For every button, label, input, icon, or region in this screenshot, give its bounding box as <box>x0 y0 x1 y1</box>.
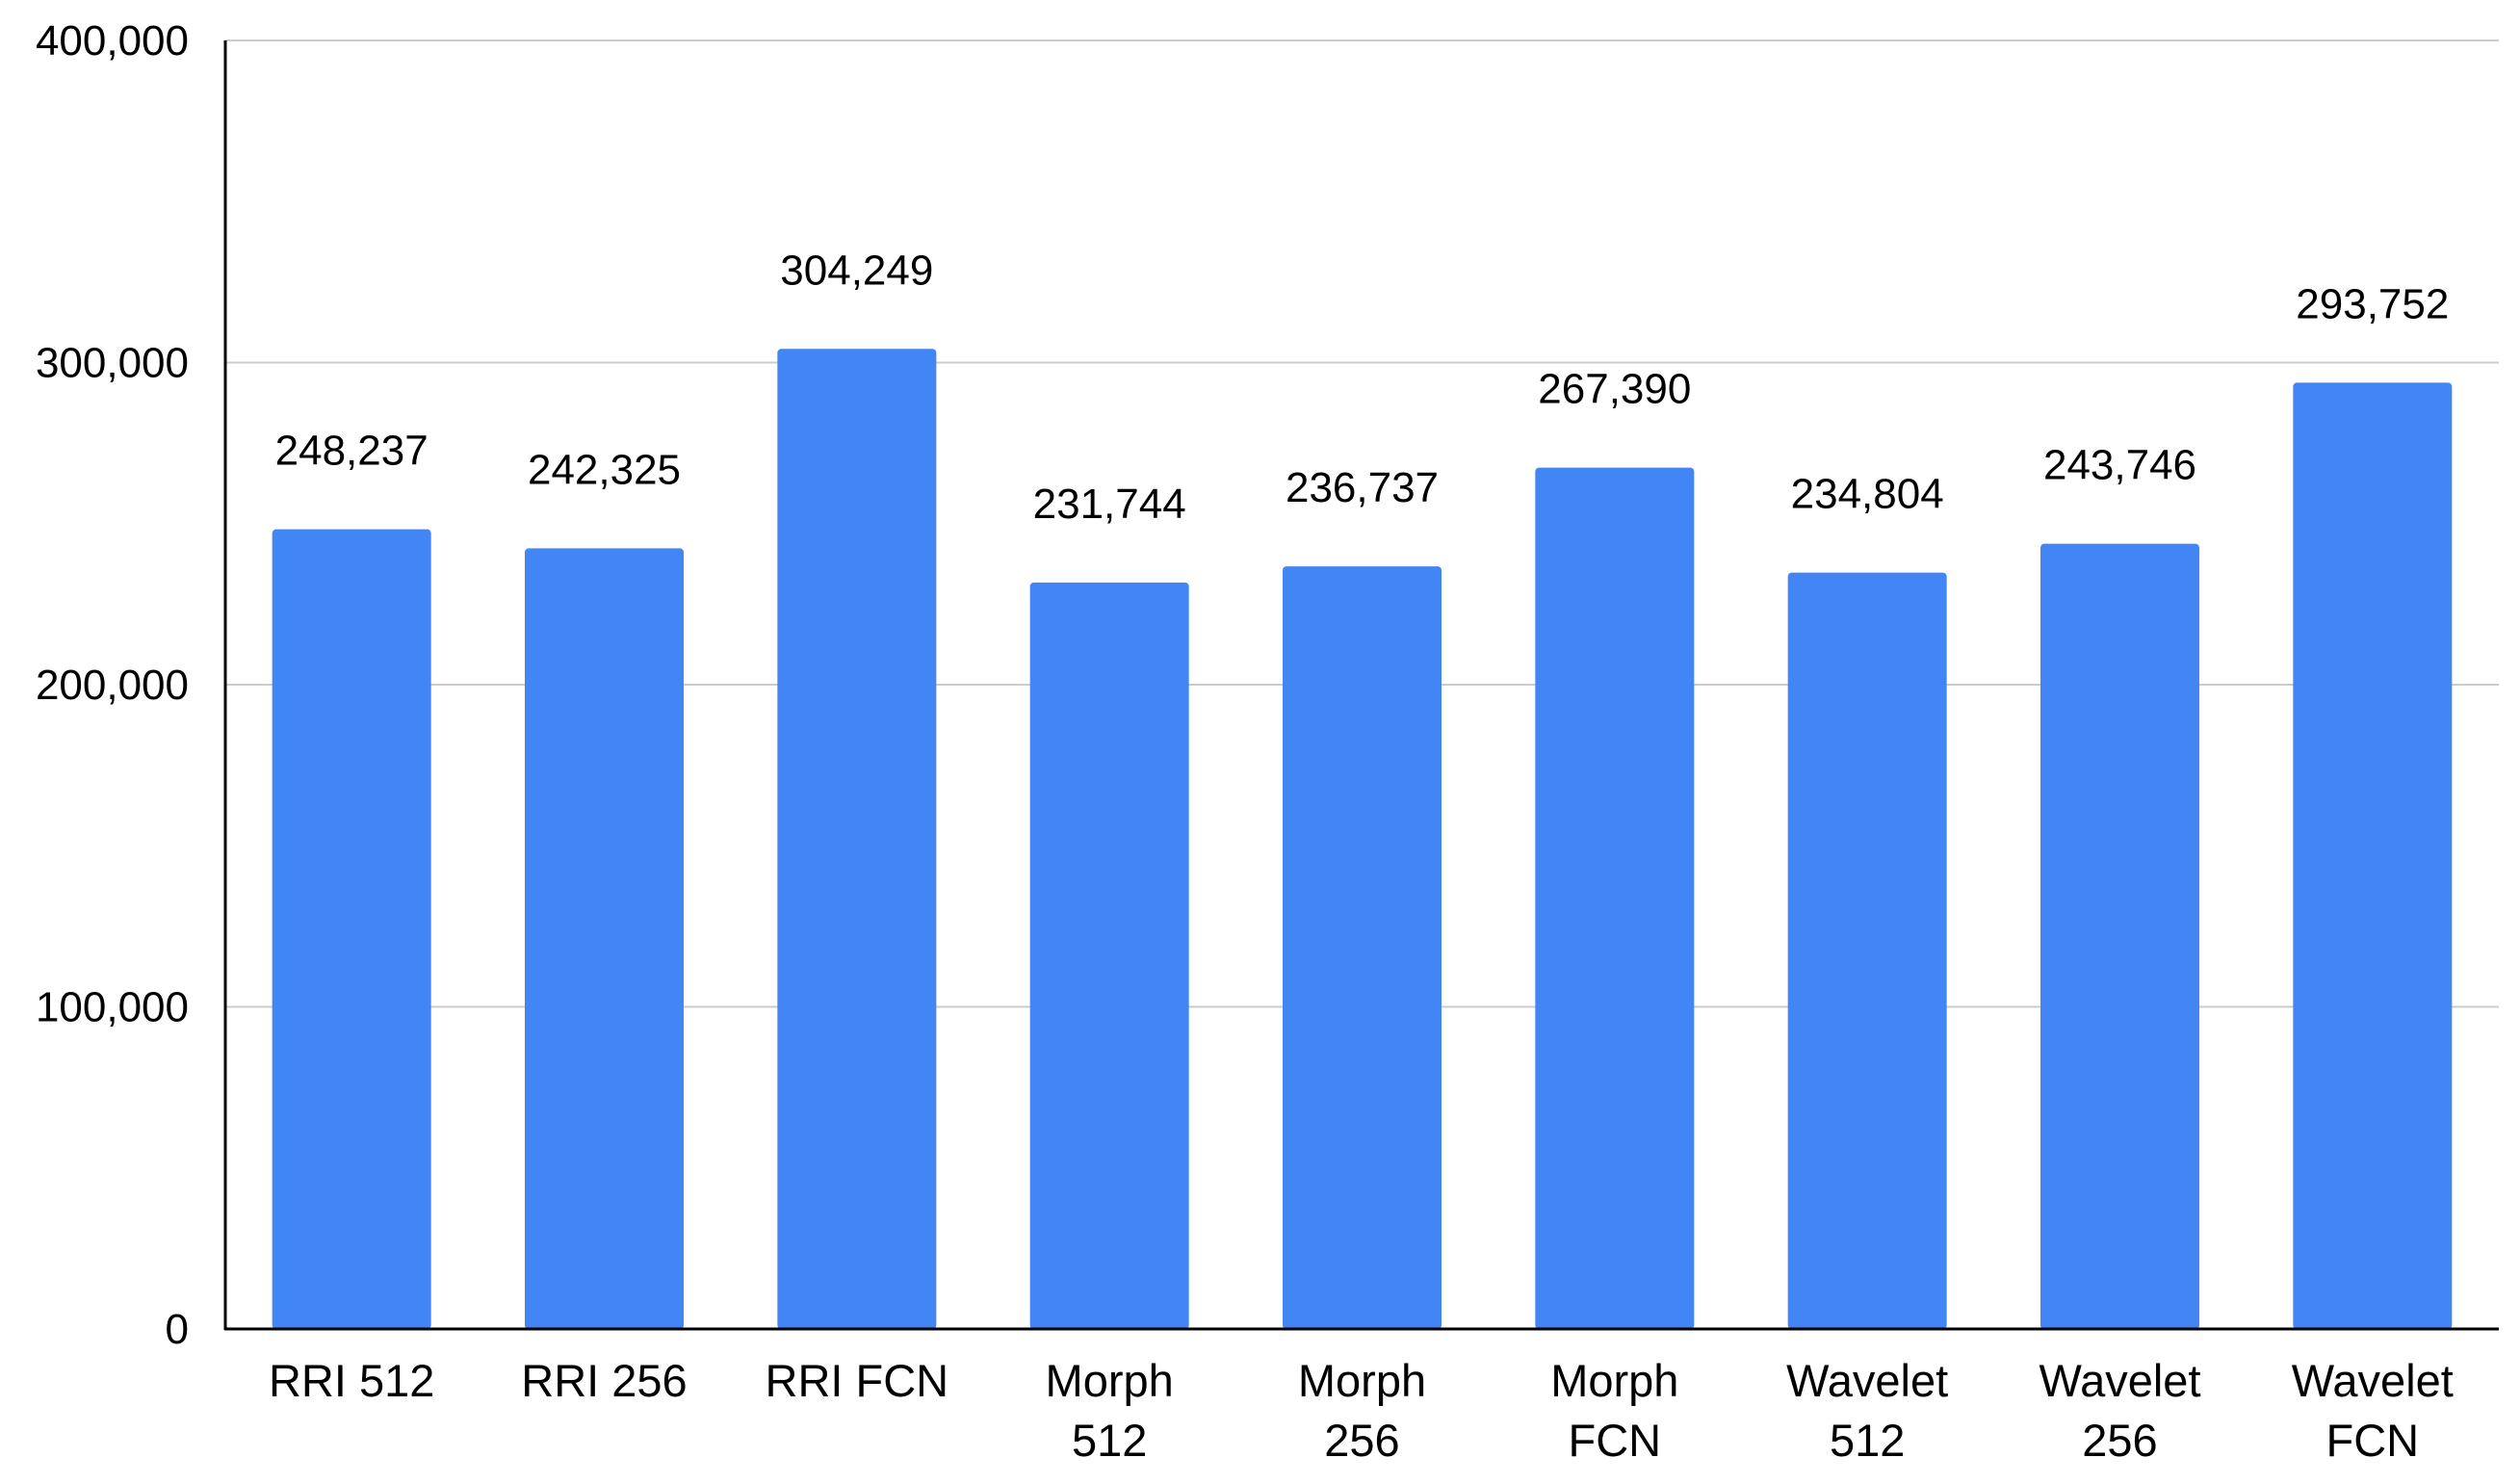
data-label: 231,744 <box>1033 481 1186 528</box>
x-category-label: RRI FCN <box>766 1355 949 1406</box>
data-label: 234,804 <box>1791 471 1944 518</box>
bar <box>2040 543 2199 1329</box>
y-tick-label: 200,000 <box>36 662 189 709</box>
y-axis-ticks: 0 100,000 200,000 300,000 400,000 <box>36 17 189 1353</box>
x-category-label: Morph 512 <box>1046 1355 1174 1466</box>
bar <box>1029 582 1189 1329</box>
data-label: 248,237 <box>275 428 429 475</box>
x-category-label-line: Morph <box>1550 1355 1678 1406</box>
x-category-label: Wavelet 256 <box>2039 1355 2200 1466</box>
x-category-label-line: Wavelet <box>1786 1355 1948 1406</box>
y-tick-label: 100,000 <box>36 984 189 1031</box>
bar <box>525 548 684 1329</box>
x-category-label: Wavelet FCN <box>2292 1355 2454 1466</box>
x-category-label-line: RRI FCN <box>766 1355 949 1406</box>
x-category-label-line: 512 <box>1072 1415 1147 1466</box>
x-category-label: RRI 256 <box>521 1355 687 1406</box>
x-category-label-line: Morph <box>1298 1355 1426 1406</box>
data-label: 236,737 <box>1286 464 1439 511</box>
x-category-label-line: RRI 256 <box>521 1355 687 1406</box>
y-tick-label: 300,000 <box>36 340 189 387</box>
x-category-label: Wavelet 512 <box>1786 1355 1948 1466</box>
data-label: 242,325 <box>528 446 681 493</box>
x-category-label-line: Wavelet <box>2039 1355 2200 1406</box>
bar <box>777 349 937 1329</box>
x-category-label-line: 256 <box>2082 1415 2157 1466</box>
data-labels: 248,237 242,325 304,249 231,744 236,737 267,3… <box>275 247 2450 528</box>
x-category-label-line: Wavelet <box>2292 1355 2454 1406</box>
data-label: 243,746 <box>2043 442 2196 489</box>
data-label: 267,390 <box>1538 366 1691 413</box>
x-category-label-line: RRI 512 <box>269 1355 434 1406</box>
x-category-label-line: Morph <box>1046 1355 1174 1406</box>
x-category-label: Morph FCN <box>1550 1355 1678 1466</box>
data-label: 304,249 <box>780 247 933 294</box>
y-tick-label: 0 <box>166 1306 189 1353</box>
x-category-label-line: 512 <box>1830 1415 1905 1466</box>
x-category-label: RRI 512 <box>269 1355 434 1406</box>
x-category-label: Morph 256 <box>1298 1355 1426 1466</box>
axes <box>223 40 2499 1331</box>
bar <box>272 529 431 1329</box>
data-label: 293,752 <box>2296 280 2449 327</box>
bar <box>2293 382 2453 1330</box>
bar <box>1535 467 1695 1329</box>
bars <box>272 349 2453 1330</box>
x-category-label-line: 256 <box>1324 1415 1399 1466</box>
x-category-label-line: FCN <box>1569 1415 1662 1466</box>
bar <box>1283 566 1442 1329</box>
x-category-label-line: FCN <box>2326 1415 2420 1466</box>
bar <box>1787 572 1947 1329</box>
y-tick-label: 400,000 <box>36 17 189 65</box>
